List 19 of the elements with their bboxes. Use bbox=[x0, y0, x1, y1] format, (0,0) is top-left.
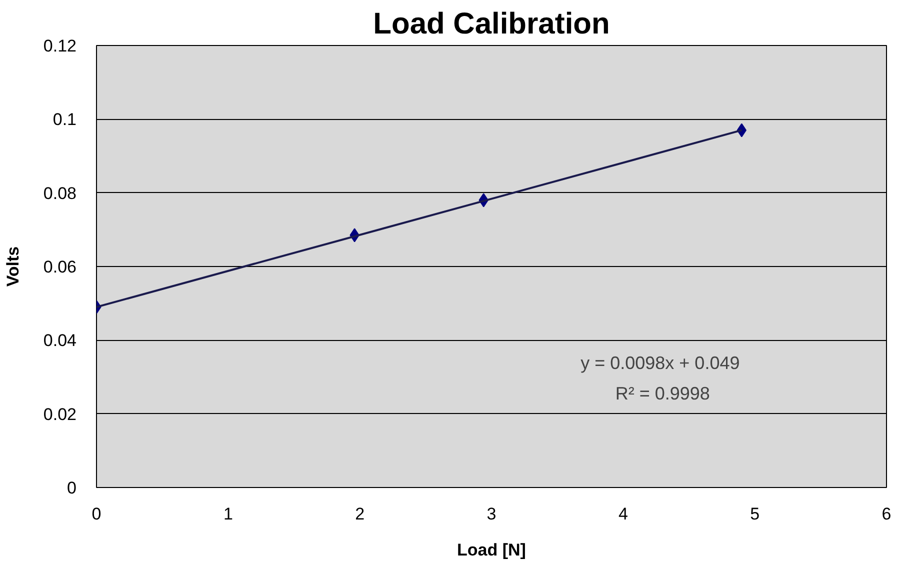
y-axis-title: Volts bbox=[3, 246, 22, 287]
annotation: y = 0.0098x + 0.049 bbox=[580, 353, 740, 374]
x-tick-label: 1 bbox=[223, 504, 233, 524]
y-tick-label: 0.1 bbox=[52, 110, 77, 130]
y-tick-label: 0.06 bbox=[43, 258, 77, 276]
y-tick-label: 0 bbox=[67, 478, 77, 498]
y-tick-label: 0.08 bbox=[43, 184, 77, 203]
x-tick-label: 5 bbox=[750, 504, 760, 524]
y-tick-label: 0.12 bbox=[43, 36, 77, 56]
x-tick-label: 6 bbox=[882, 504, 892, 524]
x-tick-label: 2 bbox=[355, 504, 365, 524]
annotation: R² = 0.9998 bbox=[615, 384, 710, 404]
x-tick-label: 0 bbox=[92, 504, 102, 524]
y-tick-label: 0.04 bbox=[43, 331, 77, 350]
x-tick-label: 3 bbox=[486, 504, 496, 524]
x-axis-title: Load [N] bbox=[457, 540, 526, 560]
chart-title: Load Calibration bbox=[373, 8, 610, 40]
y-tick-label: 0.02 bbox=[43, 404, 77, 424]
x-tick-label: 4 bbox=[618, 504, 628, 524]
